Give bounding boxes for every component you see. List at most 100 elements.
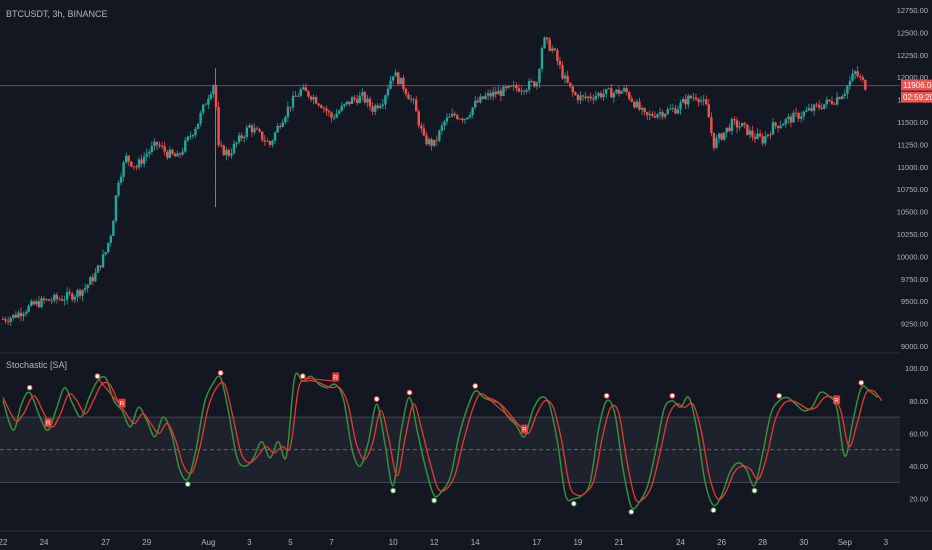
price-axis-label: 10500.00 <box>897 208 928 217</box>
candle-body <box>225 150 228 156</box>
time-axis-label: Sep <box>838 538 853 547</box>
candle-body <box>486 93 490 96</box>
candle-body <box>273 132 277 141</box>
candle-body <box>705 99 708 105</box>
candle-body <box>656 114 659 118</box>
candle-body <box>81 289 84 296</box>
candle-body <box>758 133 762 137</box>
candle-body <box>723 132 726 140</box>
candle-body <box>622 88 626 92</box>
candle-body <box>276 126 279 133</box>
candle-body <box>181 151 184 155</box>
candle-body <box>204 104 207 106</box>
candle-body <box>820 107 823 109</box>
candle-body <box>661 112 664 117</box>
divergence-badge-label: R <box>333 374 338 381</box>
time-axis-label: 27 <box>101 538 110 547</box>
candle-body <box>86 284 89 289</box>
candle-body <box>520 90 523 92</box>
candle-body <box>443 121 446 126</box>
candle-body <box>730 119 734 132</box>
candle-body <box>725 127 728 133</box>
candle-body <box>422 128 426 136</box>
candle-body <box>409 98 413 100</box>
candle-body <box>163 146 166 152</box>
candle-body <box>240 135 243 139</box>
candle-body <box>327 111 331 113</box>
candle-body <box>492 91 495 97</box>
candle-body <box>286 106 290 118</box>
time-axis[interactable]: 22 24 27 29 Aug 3 5 7 10 12 14 17 19 21 24 26 28 30 Sep 3 <box>0 538 889 547</box>
candlestick-series <box>1 36 867 327</box>
candle-body <box>653 116 657 118</box>
divergence-badge-label: R <box>46 420 51 427</box>
divergence-line <box>96 377 123 408</box>
candle-body <box>309 96 313 100</box>
candle-body <box>679 102 682 110</box>
candle-body <box>94 272 97 282</box>
candle-body <box>137 159 141 168</box>
candle-body <box>366 98 369 103</box>
oversold-marker <box>390 487 397 494</box>
candle-body <box>545 37 549 40</box>
time-axis-label: 30 <box>799 538 808 547</box>
candle-body <box>96 265 100 273</box>
candle-body <box>515 85 518 89</box>
candle-body <box>386 88 390 96</box>
candle-body <box>823 104 826 109</box>
candle-body <box>145 153 148 157</box>
candle-body <box>481 96 485 99</box>
candle-body <box>32 301 35 305</box>
candle-body <box>694 97 698 100</box>
candle-body <box>712 132 716 149</box>
divergence-badge <box>833 395 841 405</box>
candle-body <box>227 150 231 156</box>
candle-body <box>142 156 146 164</box>
candle-body <box>68 292 71 294</box>
candle-body <box>345 101 349 105</box>
candle-body <box>707 104 711 118</box>
time-axis-label: 22 <box>0 538 8 547</box>
stochastic-pane[interactable]: R R R R R Stochastic [SA] <box>0 360 900 515</box>
overbought-marker <box>373 396 380 402</box>
candle-body <box>358 95 361 104</box>
price-axis-label: 9500.00 <box>901 297 928 306</box>
candle-body <box>412 98 415 100</box>
candle-body <box>617 89 621 94</box>
current-price-value: 11906.04 <box>903 81 932 90</box>
candle-body <box>76 290 79 297</box>
candle-body <box>114 195 118 221</box>
candle-body <box>592 98 595 100</box>
candle-body <box>420 125 423 129</box>
candle-body <box>576 94 580 101</box>
candle-body <box>579 95 582 101</box>
candle-body <box>530 81 533 82</box>
candle-body <box>594 95 598 100</box>
candle-body <box>1 319 5 320</box>
divergence-badge <box>44 418 52 428</box>
candle-body <box>838 97 841 99</box>
divergence-badge-label: R <box>120 401 125 408</box>
candle-body <box>828 99 831 101</box>
price-axis-label: 11000.00 <box>897 163 928 172</box>
candle-body <box>466 117 469 120</box>
candle-body <box>47 299 51 301</box>
candle-body <box>720 133 723 140</box>
candle-body <box>291 95 295 108</box>
candle-body <box>782 124 785 126</box>
candle-body <box>153 141 156 147</box>
candle-body <box>633 101 636 108</box>
candle-body <box>643 108 646 113</box>
candle-body <box>743 123 746 125</box>
candle-body <box>299 89 302 96</box>
price-pane[interactable]: BTCUSDT, 3h, BINANCE <box>0 9 900 347</box>
candle-body <box>222 145 225 156</box>
time-axis-label: 14 <box>471 538 480 547</box>
candle-body <box>586 96 590 99</box>
time-axis-label: 24 <box>676 538 685 547</box>
candle-body <box>776 125 780 129</box>
candle-body <box>771 122 775 135</box>
candle-body <box>261 131 264 141</box>
candle-body <box>558 60 562 66</box>
candle-body <box>417 111 420 126</box>
